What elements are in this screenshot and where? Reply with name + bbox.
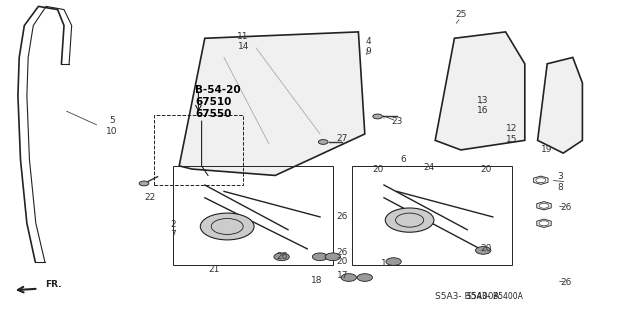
Text: 26: 26 — [561, 278, 572, 287]
Text: 3
8: 3 8 — [557, 172, 563, 191]
Text: 11
14: 11 14 — [237, 32, 249, 51]
Circle shape — [140, 181, 149, 186]
Circle shape — [200, 213, 254, 240]
Text: 25: 25 — [455, 10, 467, 19]
Text: FR.: FR. — [45, 280, 61, 289]
Text: 21: 21 — [209, 265, 220, 274]
Text: 4
9: 4 9 — [365, 37, 371, 56]
Text: 24: 24 — [423, 163, 435, 172]
Text: 26: 26 — [337, 248, 348, 256]
Polygon shape — [179, 32, 365, 175]
Text: 26: 26 — [276, 252, 287, 261]
Text: 18: 18 — [311, 276, 323, 285]
Text: 27: 27 — [337, 134, 348, 143]
Text: 26: 26 — [337, 212, 348, 221]
Text: 1: 1 — [381, 259, 387, 268]
Circle shape — [357, 274, 372, 281]
Text: 12
15: 12 15 — [506, 124, 518, 144]
Circle shape — [325, 253, 340, 261]
Text: 13
16: 13 16 — [477, 96, 489, 115]
Circle shape — [372, 114, 383, 119]
Polygon shape — [435, 32, 525, 150]
Text: S5A3– B5400A: S5A3– B5400A — [467, 292, 523, 301]
Circle shape — [476, 247, 491, 254]
Text: 20: 20 — [372, 165, 383, 174]
Circle shape — [312, 253, 328, 261]
Polygon shape — [538, 57, 582, 153]
Text: 22: 22 — [145, 193, 156, 202]
Text: 6: 6 — [401, 155, 406, 164]
Circle shape — [319, 139, 328, 144]
Text: 19: 19 — [541, 145, 553, 154]
Text: 5
10: 5 10 — [106, 116, 118, 136]
Text: B-54-20
67510
67550: B-54-20 67510 67550 — [195, 85, 241, 119]
Circle shape — [385, 208, 434, 232]
Text: 2
7: 2 7 — [170, 220, 175, 239]
Text: 26: 26 — [561, 203, 572, 212]
Bar — [154, 115, 243, 185]
Text: 20: 20 — [337, 257, 348, 266]
Circle shape — [341, 274, 356, 281]
Text: 20: 20 — [481, 165, 492, 174]
Text: 23: 23 — [391, 117, 403, 126]
Circle shape — [386, 258, 401, 265]
Text: 17: 17 — [337, 271, 348, 280]
Text: S5A3- B5400A: S5A3- B5400A — [435, 292, 499, 301]
Text: 20: 20 — [481, 244, 492, 253]
Circle shape — [274, 253, 289, 261]
